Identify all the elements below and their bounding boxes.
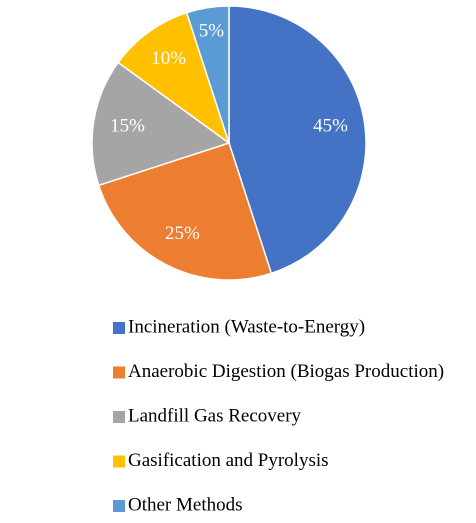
legend-swatch <box>113 366 125 379</box>
data-label: 45% <box>313 115 348 136</box>
legend-swatch <box>113 411 125 423</box>
data-label: 25% <box>165 223 200 244</box>
pie-slice <box>185 5 230 144</box>
legend-swatch <box>113 455 125 468</box>
data-label: 10% <box>151 48 186 69</box>
legend-swatch <box>113 322 125 334</box>
data-label: 5% <box>199 20 225 41</box>
legend-label: Gasification and Pyrolysis <box>128 450 329 471</box>
legend-swatch <box>113 500 125 512</box>
pie-slice <box>228 5 367 275</box>
legend-label: Landfill Gas Recovery <box>128 405 302 426</box>
pie-slice <box>91 61 231 187</box>
legend-label: Other Methods <box>128 494 243 515</box>
pie-slice <box>117 11 231 145</box>
data-label: 15% <box>110 115 145 136</box>
legend-label: Incineration (Waste-to-Energy) <box>128 316 365 337</box>
pie-slice <box>97 142 273 281</box>
legend-label: Anaerobic Digestion (Biogas Production) <box>128 361 444 382</box>
